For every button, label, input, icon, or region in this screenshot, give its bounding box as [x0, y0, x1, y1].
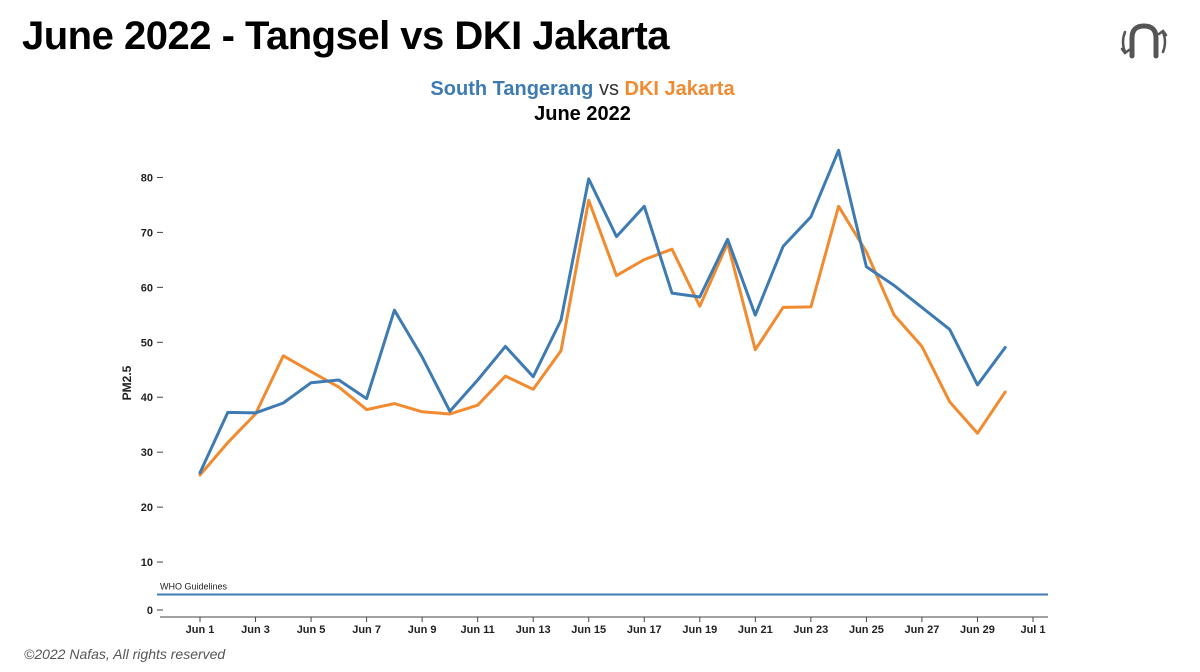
- chart-title-vs: vs: [598, 78, 619, 100]
- series-group: [198, 148, 1007, 477]
- y-tick-label: 0: [147, 605, 153, 617]
- x-tick-label: Jun 5: [297, 624, 326, 636]
- x-tick-label: Jun 27: [905, 624, 940, 636]
- x-tick-label: Jun 19: [682, 624, 717, 636]
- x-tick-label: Jun 23: [793, 624, 828, 636]
- y-tick-label: 20: [141, 502, 153, 514]
- who-guideline-label: WHO Guidelines: [160, 582, 228, 592]
- y-tick-label: 60: [141, 282, 153, 294]
- x-axis: Jun 1 Jun 3 Jun 5 Jun 7 Jun 9 Jun 11 Jun 13 Jun…: [160, 616, 1048, 636]
- x-tick-label: Jun 29: [960, 624, 995, 636]
- chart-title-series-b: DKI Jakarta: [624, 78, 735, 100]
- x-tick-label: Jun 17: [627, 624, 662, 636]
- copyright-footer: ©2022 Nafas, All rights reserved: [24, 646, 226, 662]
- chart-title: South Tangerang vs DKI Jakarta: [0, 78, 1165, 101]
- who-guideline-group: WHO Guidelines: [157, 582, 1048, 596]
- chart-subtitle: June 2022: [534, 103, 631, 125]
- y-tick-label: 70: [141, 227, 153, 239]
- x-tick-label: Jun 21: [738, 624, 773, 636]
- x-tick-label: Jun 1: [186, 624, 215, 636]
- series-line-dki-jakarta: [198, 198, 1007, 477]
- x-tick-label: Jun 15: [571, 624, 606, 636]
- y-axis-title: PM2.5: [120, 365, 134, 400]
- series-line-south-tangerang: [198, 148, 1007, 475]
- x-tick-label: Jul 1: [1020, 624, 1045, 636]
- slide-title: June 2022 - Tangsel vs DKI Jakarta: [22, 14, 670, 58]
- y-tick-label: 30: [141, 447, 153, 459]
- x-tick-label: Jun 13: [516, 624, 551, 636]
- y-tick-label: 10: [141, 557, 153, 569]
- x-tick-label: Jun 11: [461, 624, 495, 636]
- x-tick-label: Jun 3: [241, 624, 270, 636]
- x-tick-label: Jun 25: [849, 624, 884, 636]
- x-tick-label: Jun 7: [352, 624, 381, 636]
- x-tick-label: Jun 9: [408, 624, 437, 636]
- y-tick-label: 50: [141, 337, 153, 349]
- y-axis: 0 10 20 30 40 50 60 70 80: [141, 172, 163, 617]
- y-tick-label: 80: [141, 172, 153, 184]
- y-tick-label: 40: [141, 392, 153, 404]
- nafas-logo-icon: [1120, 23, 1168, 59]
- chart-title-series-a: South Tangerang: [430, 78, 594, 100]
